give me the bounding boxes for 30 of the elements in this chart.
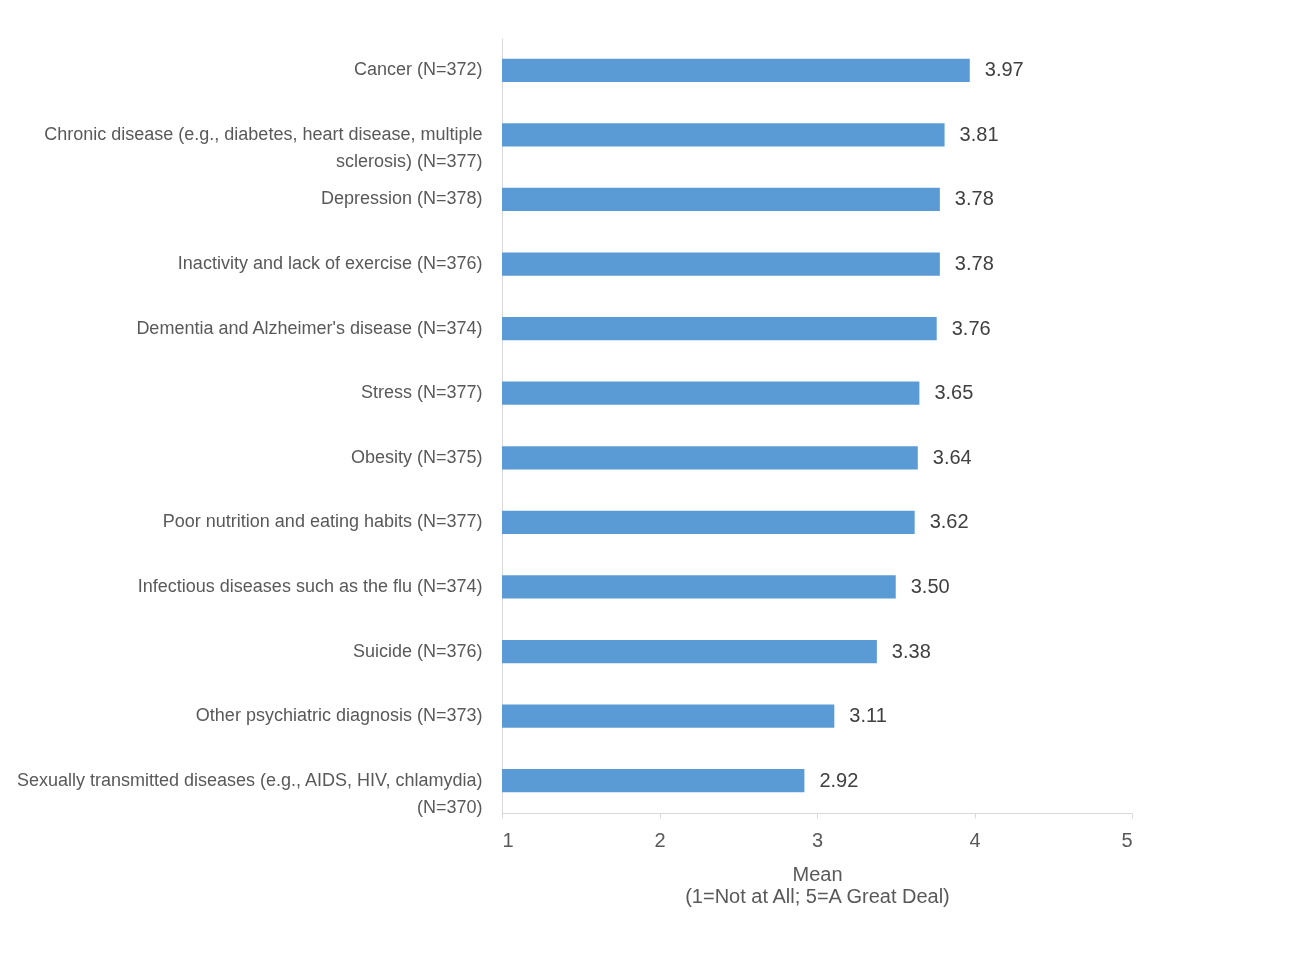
x-tick-label: 3 bbox=[811, 828, 824, 851]
y-tick-label: Obesity (N=375) bbox=[350, 446, 483, 467]
y-tick-label: Poor nutrition and eating habits (N=377) bbox=[162, 511, 483, 532]
x-tick-label: 2 bbox=[654, 828, 666, 851]
data-label: 3.50 bbox=[910, 574, 950, 597]
y-tick-label: Sexually transmitted diseases (e.g., AIDS, HIV, chlamydia) (N=370) bbox=[16, 769, 483, 817]
x-axis-title: Mean (1=Not at All; 5=A Great Deal) bbox=[685, 862, 950, 907]
data-label: 3.81 bbox=[959, 122, 999, 145]
y-tick-label: Depression (N=378) bbox=[320, 188, 483, 209]
data-label: 3.38 bbox=[891, 639, 931, 662]
y-tick-label: Stress (N=377) bbox=[360, 382, 483, 403]
data-label: 2.92 bbox=[819, 768, 859, 791]
data-label: 3.62 bbox=[929, 510, 969, 533]
x-tick-label: 5 bbox=[1121, 828, 1133, 851]
x-tick-label: 4 bbox=[969, 828, 981, 851]
y-tick-label: Suicide (N=376) bbox=[352, 640, 483, 661]
y-tick-label: Chronic disease (e.g., diabetes, heart disease, multiple sclerosis) (N=377) bbox=[44, 123, 483, 171]
y-tick-label: Other psychiatric diagnosis (N=373) bbox=[195, 705, 483, 726]
data-label: 3.11 bbox=[849, 704, 887, 727]
data-label: 3.97 bbox=[984, 58, 1024, 81]
data-label: 3.78 bbox=[954, 252, 994, 275]
x-tick-label: 1 bbox=[502, 828, 514, 851]
y-tick-label: Inactivity and lack of exercise (N=376) bbox=[177, 253, 483, 274]
data-label: 3.65 bbox=[934, 381, 974, 404]
y-tick-label: Infectious diseases such as the flu (N=374) bbox=[137, 575, 483, 596]
data-label: 3.64 bbox=[932, 445, 972, 468]
data-label: 3.76 bbox=[951, 316, 991, 339]
data-label: 3.78 bbox=[954, 187, 994, 210]
y-tick-label: Cancer (N=372) bbox=[353, 59, 483, 80]
y-tick-label: Dementia and Alzheimer's disease (N=374) bbox=[136, 317, 483, 338]
